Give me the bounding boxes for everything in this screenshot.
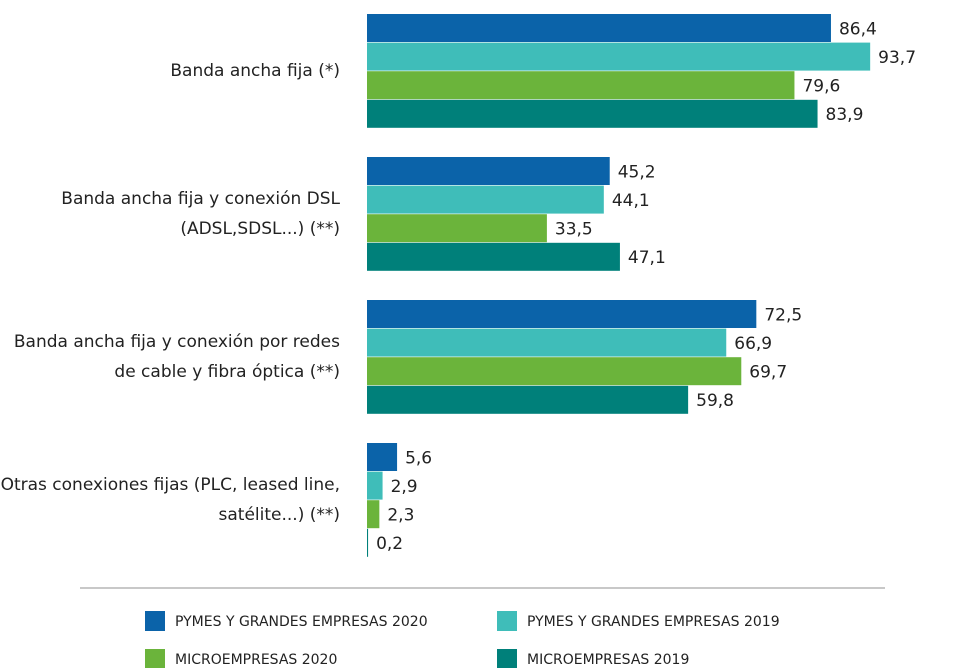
value-label: 59,8 xyxy=(696,391,734,411)
bar xyxy=(367,500,380,529)
bar xyxy=(367,443,398,471)
bar xyxy=(367,385,689,414)
category-label: Banda ancha fija (*) xyxy=(170,61,340,82)
legend-swatch xyxy=(145,649,165,668)
legend-label: MICROEMPRESAS 2020 xyxy=(175,652,337,668)
value-label: 44,1 xyxy=(612,191,650,211)
legend-swatch xyxy=(497,649,517,668)
value-label: 93,7 xyxy=(878,48,916,68)
value-label: 5,6 xyxy=(405,448,432,468)
legend-swatch xyxy=(145,611,165,631)
value-label: 45,2 xyxy=(618,162,656,182)
legend-label: PYMES Y GRANDES EMPRESAS 2019 xyxy=(527,614,780,630)
bar xyxy=(367,471,383,500)
bar xyxy=(367,328,727,357)
bar xyxy=(367,242,620,271)
bar xyxy=(367,157,610,185)
value-label: 66,9 xyxy=(734,334,772,354)
category-label: Banda ancha fija y conexión DSL (ADSL,SD… xyxy=(61,189,340,240)
bar xyxy=(367,42,871,71)
bar xyxy=(367,71,795,100)
value-label: 69,7 xyxy=(749,363,787,383)
value-label: 79,6 xyxy=(802,77,840,97)
bar xyxy=(367,14,831,42)
category-label: Otras conexiones fijas (PLC, leased line… xyxy=(0,475,340,526)
bar xyxy=(367,185,604,214)
value-label: 2,3 xyxy=(387,506,414,526)
value-label: 83,9 xyxy=(826,105,864,125)
legend-label: PYMES Y GRANDES EMPRESAS 2020 xyxy=(175,614,428,630)
legend-swatch xyxy=(497,611,517,631)
bar xyxy=(367,300,757,328)
value-label: 2,9 xyxy=(391,477,418,497)
legend-label: MICROEMPRESAS 2019 xyxy=(527,652,689,668)
value-label: 33,5 xyxy=(555,220,593,240)
bar xyxy=(367,99,818,128)
value-label: 0,2 xyxy=(376,534,403,554)
value-label: 86,4 xyxy=(839,19,877,39)
bar xyxy=(367,357,742,386)
bar xyxy=(367,214,547,243)
value-label: 47,1 xyxy=(628,248,666,268)
value-label: 72,5 xyxy=(764,305,802,325)
category-label: Banda ancha fija y conexión por redes de… xyxy=(13,332,340,383)
bar xyxy=(367,528,369,557)
